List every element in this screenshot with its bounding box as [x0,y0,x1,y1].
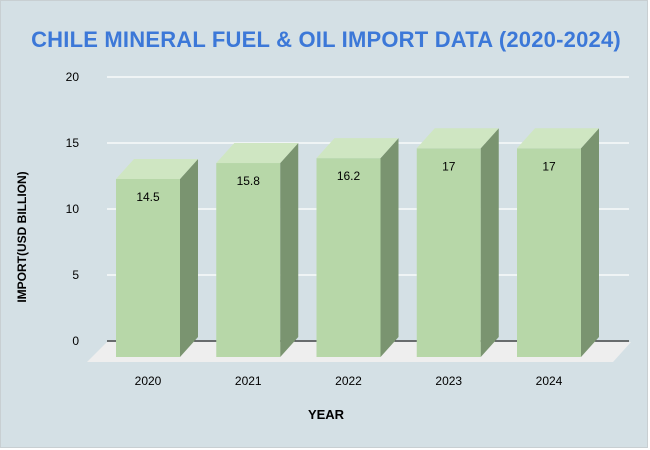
bar-side [480,128,499,357]
bar-side [581,128,599,357]
data-label: 15.8 [237,174,261,188]
y-tick-label: 5 [72,268,79,282]
bar [116,178,180,357]
bar-top [116,158,198,179]
bar-side [280,143,299,357]
bar [416,148,481,357]
data-label: 17 [442,159,456,173]
y-tick-label: 20 [66,70,80,84]
bar-side [180,158,198,357]
y-tick-label: 15 [66,136,80,150]
bar-top [216,143,299,164]
chart-title: CHILE MINERAL FUEL & OIL IMPORT DATA (20… [31,27,621,52]
bar-side [380,138,399,357]
bar [216,163,281,357]
bar-top [316,138,399,159]
data-label: 16.2 [337,169,361,183]
y-tick-label: 0 [72,334,79,348]
bar [316,158,381,357]
bar [517,148,581,357]
x-tick-label: 2021 [235,374,262,388]
bar-top [517,128,599,149]
x-tick-label: 2022 [335,374,362,388]
data-label: 17 [542,159,556,173]
bar-top [416,128,499,149]
x-axis-title: YEAR [307,407,345,422]
x-tick-label: 2023 [435,374,462,388]
x-tick-label: 2020 [135,374,162,388]
data-label: 14.5 [136,190,160,204]
x-tick-label: 2024 [536,374,563,388]
y-tick-label: 10 [66,202,80,216]
